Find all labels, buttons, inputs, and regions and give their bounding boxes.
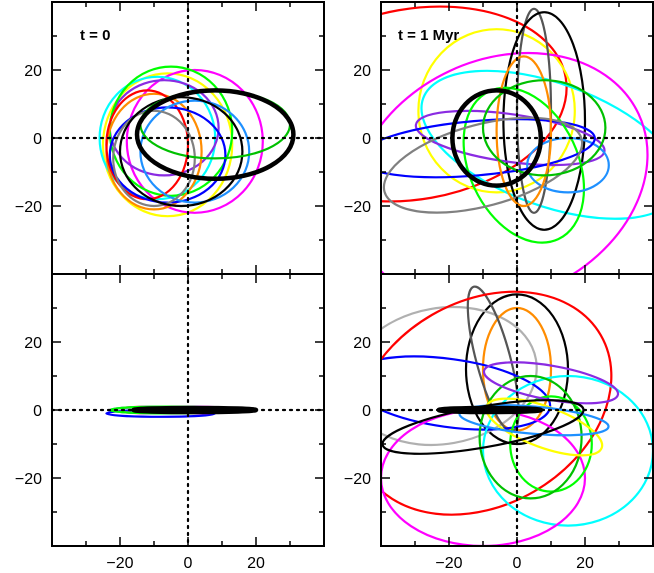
x-tick-label: −20 <box>435 555 462 572</box>
orbit-curves <box>98 65 296 218</box>
x-tick-label: 0 <box>513 555 522 572</box>
orbit-series-9 <box>112 109 196 208</box>
orbit-series-5 <box>381 290 613 516</box>
orbit-series-12 <box>134 88 296 182</box>
y-tick-label: −20 <box>344 471 371 488</box>
orbit-series-10 <box>382 116 584 214</box>
orbit-series-0 <box>381 5 568 203</box>
x-tick-label: 20 <box>247 555 265 572</box>
panel-top-left <box>50 0 326 276</box>
y-tick-label: 20 <box>24 335 42 352</box>
panel-bottom-left <box>50 272 326 548</box>
x-tick-label: 0 <box>184 555 193 572</box>
y-tick-label: −20 <box>15 471 42 488</box>
panel-title-t0: t = 0 <box>80 27 110 44</box>
panel-bottom-right <box>379 272 654 548</box>
orbit-series-8 <box>509 395 593 493</box>
y-tick-label: 20 <box>353 335 371 352</box>
orbit-series-6 <box>481 374 653 527</box>
orbit-series-3 <box>381 51 649 274</box>
panel-title-t1myr: t = 1 Myr <box>398 27 459 44</box>
y-tick-label: 20 <box>353 63 371 80</box>
y-tick-label: 0 <box>33 131 42 148</box>
orbit-curves <box>105 405 259 418</box>
orbit-curves <box>381 5 653 274</box>
orbit-series-11 <box>495 55 553 208</box>
y-tick-label: 0 <box>362 403 371 420</box>
tick-labels: −20 0 20 −20 0 20 −20 0 20 −20 0 20 −20 0 20 −20 0 20 <box>15 63 594 572</box>
orbit-series-1 <box>125 68 264 214</box>
orbit-series-2 <box>420 69 653 220</box>
x-tick-label: −20 <box>106 555 133 572</box>
orbit-series-1 <box>381 305 538 447</box>
orbit-series-0 <box>101 72 234 218</box>
y-tick-label: 0 <box>362 131 371 148</box>
y-tick-label: −20 <box>15 199 42 216</box>
orbit-curves <box>381 285 653 546</box>
orbit-series-5 <box>502 11 587 231</box>
x-tick-label: 20 <box>576 555 594 572</box>
y-tick-label: 0 <box>33 403 42 420</box>
panel-top-right <box>379 0 654 276</box>
orbit-series-9 <box>381 118 596 179</box>
orbit-series-12 <box>481 79 607 177</box>
y-tick-label: −20 <box>344 199 371 216</box>
y-tick-label: 20 <box>24 63 42 80</box>
orbit-series-9 <box>478 374 583 500</box>
orbit-series-10 <box>118 96 244 208</box>
orbit-series-8 <box>526 136 610 194</box>
orbit-series-1 <box>417 28 576 194</box>
